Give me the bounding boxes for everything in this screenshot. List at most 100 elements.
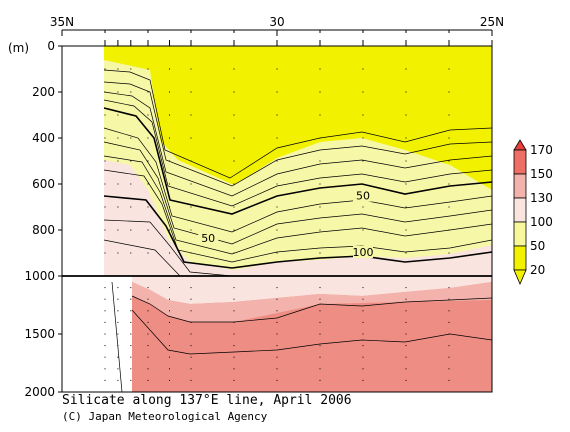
sample-point: [362, 298, 364, 300]
sample-point: [117, 356, 119, 358]
legend-top-arrow: [513, 139, 527, 151]
sample-point: [319, 321, 321, 323]
sample-point: [276, 310, 278, 312]
sample-point: [319, 356, 321, 358]
sample-point: [190, 356, 192, 358]
sample-point: [405, 91, 407, 93]
contour-line-6: [103, 141, 493, 245]
sample-point: [233, 183, 235, 185]
sample-point: [104, 183, 106, 185]
sample-point: [405, 345, 407, 347]
sample-point: [117, 183, 119, 185]
sample-point: [448, 91, 450, 93]
legend-swatch-4: [513, 245, 527, 271]
sample-point: [405, 229, 407, 231]
sample-point: [147, 356, 149, 358]
sample-point: [233, 368, 235, 370]
sample-point: [276, 356, 278, 358]
sample-point: [117, 68, 119, 70]
sample-point: [169, 379, 170, 381]
sample-point: [130, 183, 132, 185]
sample-point: [104, 91, 106, 93]
sample-point: [190, 310, 192, 312]
sample-point: [319, 298, 321, 300]
sample-point: [319, 310, 321, 312]
sample-point: [319, 160, 321, 162]
sample-point: [405, 114, 407, 116]
contour-line-11: [103, 239, 181, 277]
sample-point: [147, 321, 149, 323]
sample-point: [147, 298, 149, 300]
sample-point: [319, 345, 321, 347]
sample-point: [130, 287, 132, 289]
sample-point: [319, 91, 321, 93]
sample-point: [276, 298, 278, 300]
legend-bottom-arrow: [513, 269, 527, 286]
sample-point: [448, 287, 450, 289]
sample-point: [362, 287, 364, 289]
legend-swatch-0: [513, 149, 527, 175]
sample-point: [169, 333, 170, 335]
sample-point: [104, 206, 106, 208]
sample-point: [104, 229, 106, 231]
sample-point: [169, 114, 170, 116]
sample-point: [276, 379, 278, 381]
sample-point: [169, 229, 170, 231]
sample-point: [448, 356, 450, 358]
credit-text: (C) Japan Meteorological Agency: [62, 410, 268, 423]
sample-point: [117, 229, 119, 231]
sample-point: [117, 160, 119, 162]
contour-line-7: [103, 155, 493, 255]
sample-point: [362, 183, 364, 185]
sample-point: [169, 368, 170, 370]
sample-point: [190, 114, 192, 116]
sample-point: [362, 379, 364, 381]
sample-point: [405, 287, 407, 289]
sample-point: [276, 368, 278, 370]
sample-point: [117, 252, 119, 254]
sample-point: [276, 287, 278, 289]
sample-point: [362, 356, 364, 358]
sample-point: [190, 252, 192, 254]
sample-point: [319, 379, 321, 381]
sample-point: [190, 229, 192, 231]
sample-point: [147, 160, 149, 162]
sample-point: [233, 68, 235, 70]
sample-point: [319, 229, 321, 231]
sample-point: [130, 91, 132, 93]
sample-point: [117, 137, 119, 139]
sample-point: [169, 298, 170, 300]
sample-point: [130, 298, 132, 300]
sample-point: [405, 310, 407, 312]
sample-point: [405, 379, 407, 381]
y-tick-label-upper-1: 200: [32, 85, 55, 99]
sample-point: [169, 252, 170, 254]
sample-point: [448, 333, 450, 335]
sample-point: [190, 160, 192, 162]
sample-point: [362, 114, 364, 116]
color-legend: 170 150 130 100 50 20: [513, 139, 553, 286]
sample-point: [104, 137, 106, 139]
sample-point: [319, 368, 321, 370]
sample-point: [130, 206, 132, 208]
sample-point: [405, 68, 407, 70]
sample-point: [104, 160, 106, 162]
sample-point: [104, 345, 106, 347]
contour-line-10: [103, 219, 233, 277]
x-tick-label-0: 35N: [50, 15, 74, 29]
sample-point: [362, 137, 364, 139]
contour-line-0: [103, 69, 493, 179]
sample-point: [147, 137, 149, 139]
sample-point: [130, 345, 132, 347]
contour-lines: [103, 69, 493, 393]
sample-point: [190, 206, 192, 208]
sample-point: [362, 368, 364, 370]
sample-point: [448, 345, 450, 347]
sample-point: [319, 206, 321, 208]
sample-point: [362, 345, 364, 347]
sample-point: [448, 321, 450, 323]
legend-level-2: 130: [530, 191, 553, 205]
sample-point: [405, 298, 407, 300]
sample-point: [233, 91, 235, 93]
sample-point: [405, 160, 407, 162]
